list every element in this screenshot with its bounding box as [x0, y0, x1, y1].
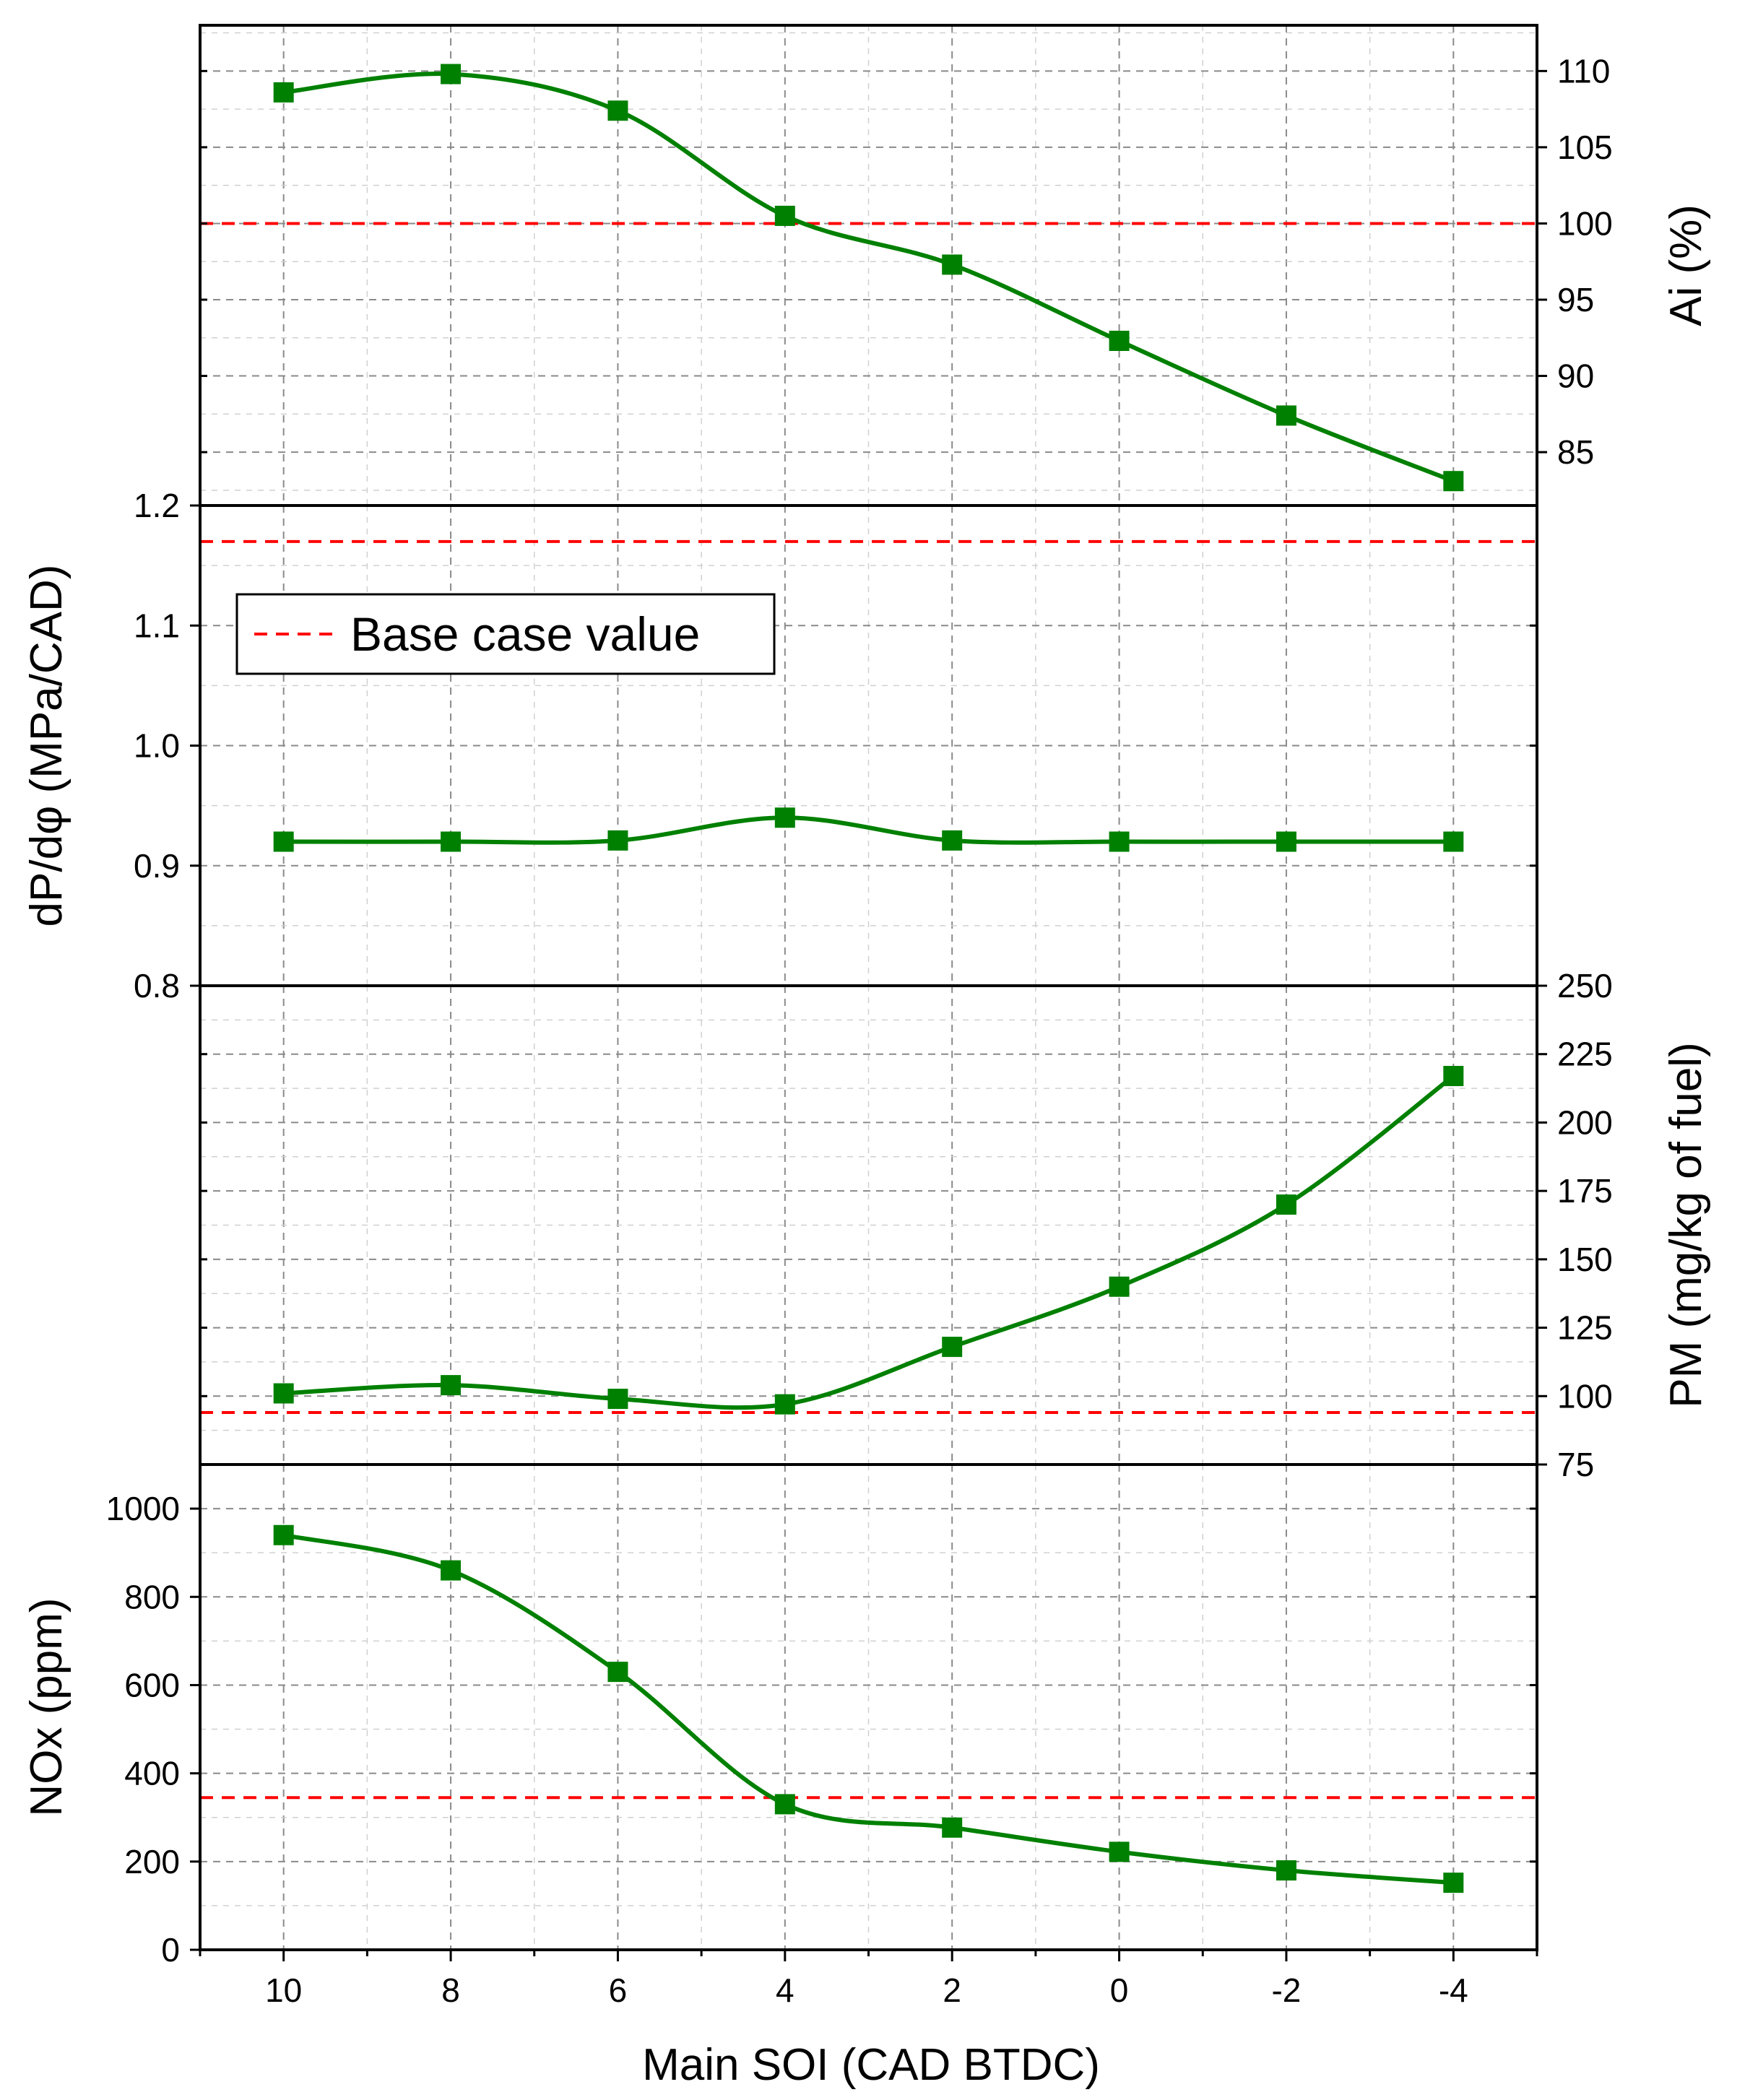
ai-y-tick-label: 85 [1557, 433, 1594, 471]
nox-y-tick-label: 600 [124, 1666, 180, 1704]
dpdphi-data-point [273, 831, 294, 852]
grid-layer [200, 25, 1537, 1950]
pm-data-point [1276, 1194, 1296, 1215]
pm-y-tick-label: 150 [1557, 1241, 1613, 1278]
nox-data-point [774, 1794, 795, 1815]
series-layer [273, 64, 1464, 1893]
nox-data-point [1276, 1860, 1296, 1881]
ai-y-axis-title: Ai (%) [1661, 204, 1711, 326]
dpdphi-y-tick-label: 0.9 [134, 847, 180, 885]
ai-y-tick-label: 110 [1557, 52, 1610, 90]
pm-y-tick-label: 225 [1557, 1036, 1613, 1073]
ai-data-point [441, 64, 462, 84]
dpdphi-data-point [1443, 831, 1464, 852]
ai-y-tick-label: 105 [1557, 129, 1613, 166]
pm-data-point [942, 1337, 963, 1358]
pm-y-tick-label: 75 [1557, 1446, 1594, 1483]
x-tick-label: 4 [776, 1971, 794, 2009]
pm-y-tick-label: 175 [1557, 1172, 1613, 1210]
x-tick-label: 6 [609, 1971, 628, 2009]
dpdphi-data-point [607, 830, 628, 851]
pm-data-point [607, 1389, 628, 1410]
dpdphi-data-point [774, 807, 795, 828]
dpdphi-y-tick-label: 1.0 [134, 727, 180, 765]
nox-y-tick-label: 1000 [106, 1490, 180, 1527]
pm-y-tick-label: 125 [1557, 1309, 1613, 1347]
ai-y-tick-label: 90 [1557, 357, 1594, 395]
x-axis-title: Main SOI (CAD BTDC) [642, 2040, 1100, 2090]
nox-y-axis-title: NOx (ppm) [22, 1597, 72, 1816]
ai-data-point [1276, 405, 1296, 426]
ai-data-point [774, 205, 795, 226]
x-tick-label: -2 [1271, 1971, 1301, 2009]
pm-y-axis-title: PM (mg/kg of fuel) [1661, 1042, 1711, 1407]
x-tick-label: -4 [1439, 1971, 1468, 2009]
nox-data-point [1109, 1841, 1130, 1862]
pm-data-point [1109, 1276, 1130, 1297]
dpdphi-series-line [283, 815, 1454, 845]
pm-y-tick-label: 200 [1557, 1103, 1613, 1141]
nox-data-point [273, 1524, 294, 1545]
dpdphi-y-axis-title: dP/dφ (MPa/CAD) [22, 565, 72, 927]
legend: Base case value [235, 593, 776, 675]
dpdphi-data-point [1276, 831, 1296, 852]
nox-y-tick-label: 200 [124, 1843, 180, 1880]
ai-data-point [942, 254, 963, 275]
dpdphi-y-tick-label: 0.8 [134, 967, 180, 1005]
legend-label: Base case value [350, 607, 700, 661]
nox-data-point [1443, 1873, 1464, 1893]
nox-data-point [942, 1817, 963, 1838]
pm-y-tick-label: 250 [1557, 967, 1613, 1005]
nox-data-point [441, 1560, 462, 1581]
ai-y-tick-label: 100 [1557, 204, 1613, 242]
pm-y-tick-label: 100 [1557, 1377, 1613, 1415]
x-tick-label: 2 [943, 1971, 961, 2009]
dpdphi-data-point [441, 831, 462, 852]
pm-data-point [774, 1394, 795, 1415]
nox-series-line [283, 1532, 1454, 1886]
ai-data-point [607, 100, 628, 121]
nox-y-tick-label: 400 [124, 1755, 180, 1792]
nox-data-point [607, 1662, 628, 1683]
nox-y-tick-label: 800 [124, 1578, 180, 1615]
pm-data-point [273, 1383, 294, 1404]
nox-y-tick-label: 0 [161, 1931, 180, 1969]
ai-data-point [273, 82, 294, 103]
ai-data-point [1443, 471, 1464, 492]
pm-data-point [441, 1375, 462, 1396]
dpdphi-y-tick-label: 1.1 [134, 607, 180, 644]
dpdphi-data-point [1109, 831, 1130, 852]
x-tick-label: 10 [265, 1971, 302, 2009]
x-tick-label: 0 [1110, 1971, 1129, 2009]
ai-data-point [1109, 331, 1130, 351]
x-tick-label: 8 [441, 1971, 460, 2009]
ai-y-tick-label: 95 [1557, 281, 1594, 318]
base-case-lines [200, 222, 1537, 1800]
pm-data-point [1443, 1066, 1464, 1087]
dpdphi-y-tick-label: 1.2 [134, 487, 180, 524]
dpdphi-data-point [942, 830, 963, 851]
ai-series-line [283, 71, 1455, 484]
